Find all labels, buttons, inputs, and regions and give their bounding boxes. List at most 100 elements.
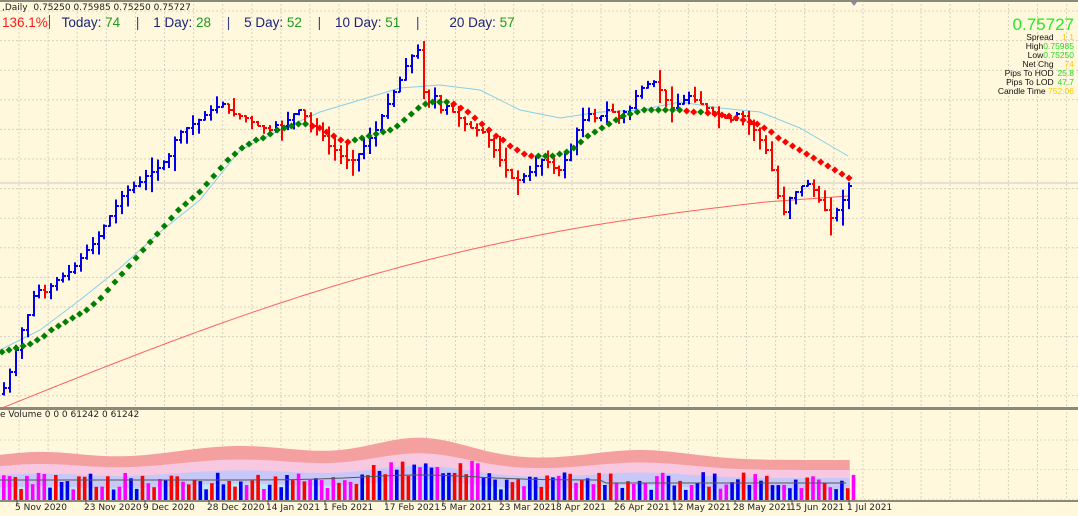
today-label: Today:	[61, 15, 102, 30]
top-border	[0, 0, 1078, 2]
bull-bar	[67, 264, 72, 281]
ma-fast-dot	[90, 300, 98, 308]
ma-fast-dot	[527, 152, 535, 160]
x-tick-label: 15 Jun 2021	[790, 503, 845, 513]
bull-bar	[433, 87, 438, 109]
ma-fast-dot	[19, 342, 27, 350]
ma-fast-dot	[633, 108, 641, 116]
volume-bar	[94, 486, 99, 500]
ma-fast-dot	[471, 114, 479, 122]
bull-bar	[114, 199, 119, 224]
ma-fast-dot	[725, 112, 733, 120]
volume-bar	[435, 467, 440, 500]
volume-bar	[597, 472, 601, 500]
volume-bar	[377, 471, 382, 500]
volume-bar	[666, 475, 671, 500]
ma-fast-dot	[690, 108, 698, 116]
bull-bar	[138, 176, 143, 188]
volume-bar	[736, 479, 740, 500]
ma-fast-dot	[146, 238, 154, 246]
bull-bar	[682, 94, 687, 105]
x-tick-label: 12 May 2021	[672, 503, 731, 513]
ma-fast-dot	[153, 230, 161, 238]
ma-fast-dot	[704, 109, 712, 117]
x-tick-label: 14 Jan 2021	[266, 503, 320, 513]
bear-bar	[492, 137, 497, 158]
separator: |	[416, 15, 420, 30]
ma-fast-dot	[337, 136, 345, 144]
bull-bar	[162, 160, 167, 171]
ma-fast-dot	[612, 116, 620, 124]
x-tick-label: 28 May 2021	[733, 503, 792, 513]
volume-bar	[620, 487, 625, 500]
bull-bar	[357, 153, 362, 172]
ma-fast-dot	[739, 116, 747, 124]
volume-bar	[591, 484, 596, 500]
ma-fast-dot	[280, 124, 288, 132]
ma-fast-dot	[217, 164, 225, 172]
day1-value: 28	[195, 15, 212, 30]
volume-bar	[632, 484, 636, 500]
volume-bar	[730, 482, 734, 500]
symbol-timeframe: ,Daily	[2, 3, 28, 13]
ma-fast-dot	[365, 132, 373, 140]
volume-bar	[117, 486, 122, 500]
bull-bar	[534, 156, 539, 177]
ma-fast-dot	[309, 122, 317, 130]
bull-bar	[599, 115, 604, 122]
volume-bar	[181, 481, 185, 500]
bull-bar	[392, 89, 397, 107]
bull-bar	[20, 327, 25, 359]
ma-fast-dot	[817, 158, 825, 166]
volume-bar	[423, 463, 428, 500]
bull-bar	[605, 101, 610, 125]
bull-bar	[61, 272, 66, 283]
ma-fast-dot	[167, 214, 175, 222]
volume-bar	[400, 461, 405, 500]
volume-bar	[533, 477, 538, 500]
netchg-label: Net Chg	[1022, 59, 1054, 69]
volume-bar	[753, 474, 757, 500]
bear-bar	[510, 168, 515, 179]
ma-fast-dot	[605, 120, 613, 128]
ma-fast-dot	[774, 134, 782, 142]
bull-bar	[215, 96, 220, 114]
ma-fast-dot	[781, 138, 790, 146]
volume-bar	[371, 465, 376, 500]
bear-bar	[232, 98, 237, 117]
volume-bar	[383, 474, 388, 500]
bear-bar	[339, 145, 344, 165]
volume-bar	[556, 475, 561, 500]
volume-bar	[516, 479, 520, 500]
ma-fast-dot	[443, 98, 451, 106]
ma-fast-dot	[104, 286, 112, 294]
ma-fast-dot	[711, 110, 719, 118]
volume-bar	[250, 480, 255, 500]
x-tick-label: 1 Jul 2021	[847, 503, 893, 513]
bull-bar	[108, 215, 113, 227]
bull-bar	[652, 80, 657, 88]
ma-fast-dot	[661, 106, 670, 114]
volume-bar	[672, 485, 677, 500]
ma-fast-dot	[598, 124, 606, 132]
bear-bar	[227, 103, 232, 114]
ma-fast-dot	[429, 98, 437, 106]
ma-fast-dot	[697, 108, 705, 116]
ma-fast-dot	[372, 130, 380, 138]
ma-fast-dot	[238, 144, 246, 152]
bull-bar	[73, 262, 78, 275]
volume-bar	[603, 485, 607, 500]
bull-bar	[788, 196, 793, 220]
bull-bar	[404, 57, 409, 81]
bear-bar	[705, 103, 710, 112]
bear-bar	[238, 113, 243, 120]
ma-fast-dot	[358, 134, 366, 142]
bull-bar	[191, 115, 196, 136]
volume-indicator-label: e Volume 0 0 0 61242 0 61242	[0, 410, 140, 420]
x-tick-label: 26 Apr 2021	[614, 503, 670, 513]
volume-bar	[712, 473, 717, 500]
volume-bar	[759, 480, 763, 500]
ma-fast-dot	[83, 306, 91, 314]
bull-bar	[49, 283, 54, 300]
